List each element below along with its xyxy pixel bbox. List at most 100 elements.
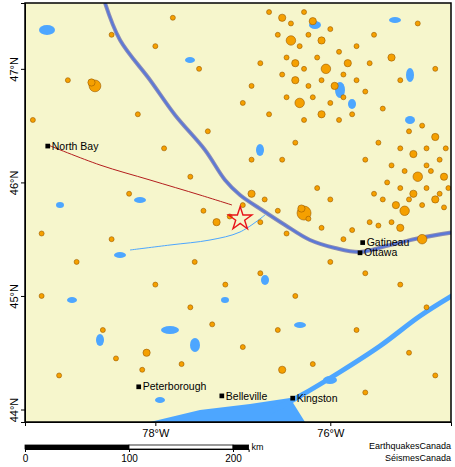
lake — [389, 17, 401, 23]
earthquake — [354, 44, 359, 49]
earthquake — [262, 197, 267, 202]
earthquake — [143, 349, 150, 356]
earthquake — [420, 123, 425, 128]
earthquake — [319, 225, 324, 230]
city-label: North Bay — [52, 140, 99, 152]
earthquake — [310, 362, 315, 367]
earthquake — [354, 78, 359, 83]
earthquake — [240, 345, 245, 350]
earthquake — [223, 282, 228, 287]
earthquake — [398, 146, 403, 151]
earthquake — [410, 190, 417, 197]
earthquake — [407, 197, 412, 202]
earthquake — [292, 77, 299, 84]
x-axis: 78°W76°W — [26, 422, 452, 439]
earthquake — [413, 172, 423, 182]
earthquake — [376, 223, 381, 228]
earthquake — [74, 259, 79, 264]
earthquake — [440, 173, 447, 180]
earthquake — [341, 237, 346, 242]
lake — [134, 197, 146, 203]
earthquake — [279, 366, 286, 373]
credit-text: SéismesCanada — [385, 453, 451, 463]
earthquake — [100, 328, 105, 333]
lake — [261, 275, 269, 285]
earthquake — [109, 237, 114, 242]
lake-ontario — [150, 398, 305, 422]
earthquake — [337, 117, 342, 122]
earthquake — [318, 37, 325, 44]
earthquake — [398, 186, 403, 191]
earthquake — [153, 282, 158, 287]
earthquake — [279, 14, 286, 21]
earthquake — [284, 55, 289, 60]
earthquake — [417, 234, 427, 244]
earthquake — [306, 32, 311, 37]
earthquake — [288, 21, 293, 26]
earthquake — [293, 293, 298, 298]
y-tick-mark — [21, 410, 25, 411]
earthquake — [248, 190, 255, 197]
earthquake — [402, 169, 407, 174]
earthquake — [407, 129, 412, 134]
earthquake — [275, 328, 280, 333]
earthquake — [424, 186, 429, 191]
earthquake — [350, 112, 355, 117]
map-svg: 78°W76°W44°N45°N46°N47°NNorth BayGatinea… — [0, 0, 455, 467]
scale-bar-tick-mark — [25, 449, 26, 452]
earthquake — [267, 10, 272, 15]
earthquake — [400, 206, 410, 216]
scale-bar: 0100200km — [23, 442, 264, 464]
earthquake — [380, 106, 385, 111]
y-tick: 44°N — [8, 398, 25, 423]
earthquake — [344, 60, 351, 67]
earthquake — [65, 78, 70, 83]
credits: EarthquakesCanada SéismesCanada — [369, 441, 451, 463]
earthquake — [297, 44, 302, 49]
lake — [348, 99, 356, 109]
ottawa-river — [105, 3, 451, 252]
y-tick-label: 46°N — [8, 171, 20, 196]
earthquake — [135, 112, 140, 117]
earthquake — [306, 216, 311, 221]
earthquake — [398, 78, 403, 83]
earthquake — [280, 157, 285, 162]
earthquake — [140, 367, 145, 372]
scale-bar-unit: km — [252, 442, 264, 452]
earthquake — [428, 169, 433, 174]
land-background — [25, 3, 451, 422]
city-label: Kingston — [297, 392, 338, 404]
city-marker — [358, 250, 363, 255]
earthquake — [319, 78, 324, 83]
earthquake — [363, 157, 368, 162]
x-tick-label: 78°W — [142, 427, 170, 439]
earthquake — [205, 129, 210, 134]
lake — [406, 68, 414, 82]
lake — [39, 25, 55, 35]
earthquake — [201, 208, 206, 213]
lake — [190, 338, 200, 352]
earthquake — [328, 197, 333, 202]
earthquake — [286, 36, 296, 46]
y-tick-label: 47°N — [8, 57, 20, 82]
earthquake — [341, 95, 346, 100]
y-tick: 46°N — [8, 171, 25, 196]
earthquake — [363, 271, 368, 276]
scale-bar-tick: 0 — [23, 449, 29, 464]
city-label: Peterborough — [143, 380, 207, 392]
credit-text: EarthquakesCanada — [369, 441, 451, 451]
earthquake — [424, 146, 429, 151]
earthquake — [275, 32, 280, 37]
earthquake — [57, 373, 62, 378]
earthquake — [306, 83, 311, 88]
scale-bar-segment — [129, 445, 233, 449]
earthquake — [275, 208, 280, 213]
scale-bar-tick-label: 100 — [121, 453, 138, 464]
earthquake — [437, 157, 442, 162]
earthquake — [302, 10, 307, 15]
scale-bar-tick: 100 — [121, 449, 138, 464]
x-axis-line — [26, 423, 452, 427]
y-tick-mark — [21, 69, 25, 70]
earthquake — [210, 322, 215, 327]
city-marker — [290, 396, 295, 401]
